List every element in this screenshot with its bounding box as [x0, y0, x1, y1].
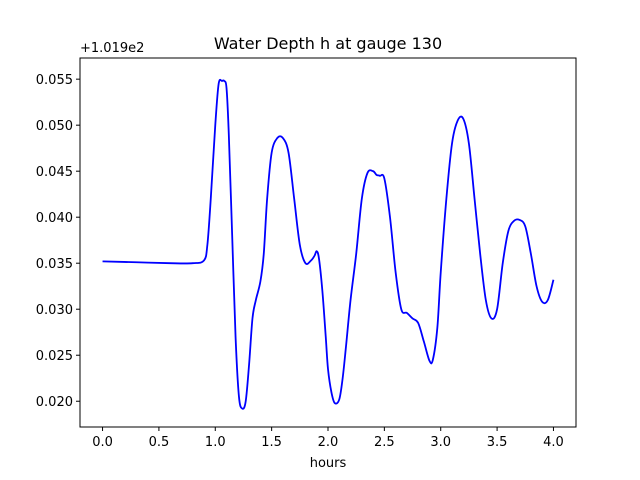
y-tick-label: 0.050 [36, 119, 73, 134]
y-offset-label: +1.019e2 [80, 41, 144, 56]
y-tick-label: 0.025 [36, 349, 73, 364]
x-tick-label: 4.0 [543, 435, 564, 450]
y-tick-label: 0.030 [36, 303, 73, 318]
x-tick-label: 0.0 [92, 435, 113, 450]
x-tick-label: 3.0 [430, 435, 451, 450]
x-tick-label: 1.5 [261, 435, 282, 450]
x-axis: 0.0 0.5 1.0 1.5 2.0 2.5 3.0 3.5 4.0 [92, 427, 564, 450]
x-tick-label: 0.5 [149, 435, 170, 450]
y-tick-label: 0.055 [36, 73, 73, 88]
x-tick-label: 2.0 [318, 435, 339, 450]
chart-title: Water Depth h at gauge 130 [214, 34, 442, 53]
x-axis-label: hours [310, 456, 347, 471]
x-tick-label: 1.0 [205, 435, 226, 450]
y-tick-label: 0.035 [36, 257, 73, 272]
x-tick-label: 3.5 [487, 435, 508, 450]
y-tick-label: 0.040 [36, 211, 73, 226]
y-axis: 0.020 0.025 0.030 0.035 0.040 0.045 0.050 0.055 [36, 73, 80, 410]
x-tick-label: 2.5 [374, 435, 395, 450]
y-tick-label: 0.020 [36, 395, 73, 410]
series-line [102, 78, 555, 410]
y-tick-label: 0.045 [36, 165, 73, 180]
